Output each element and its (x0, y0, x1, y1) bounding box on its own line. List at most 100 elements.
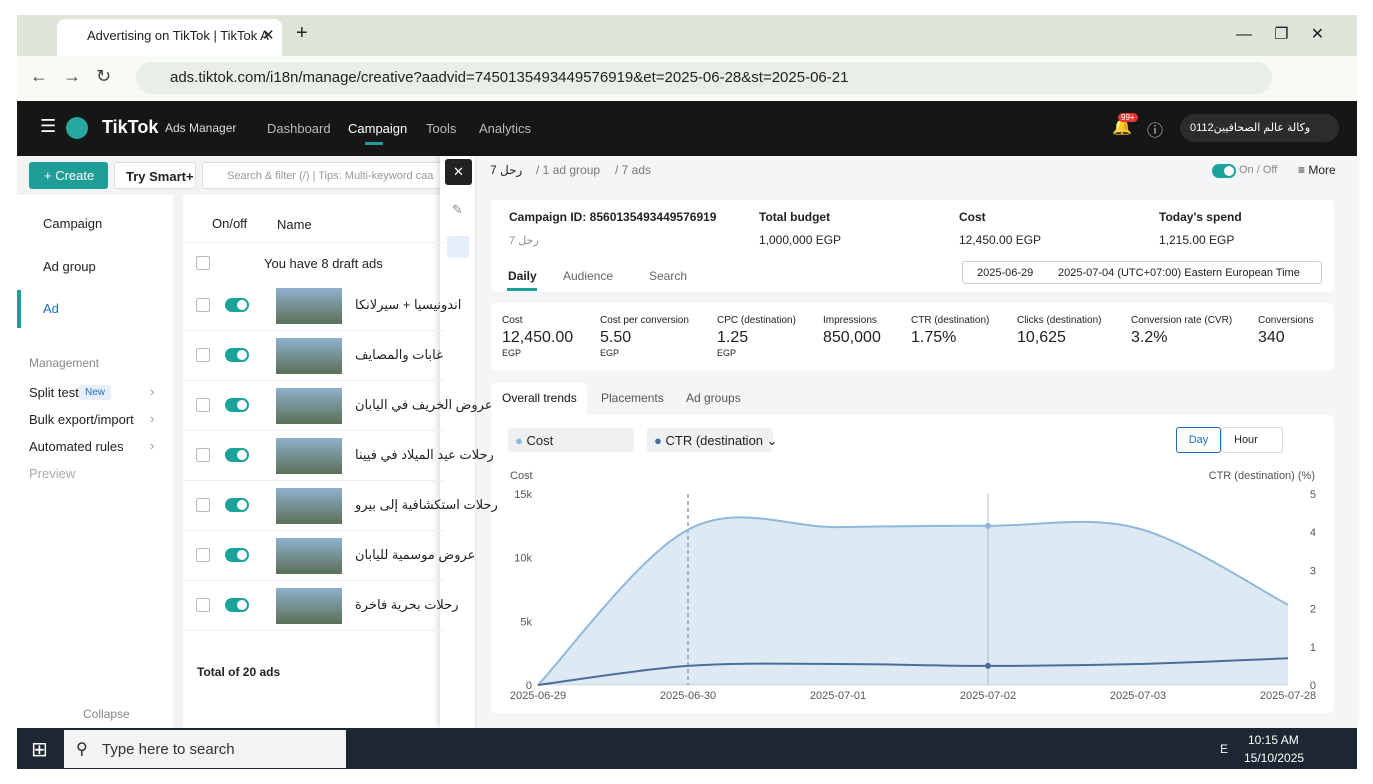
column: On/off (212, 216, 248, 231)
close-panel[interactable]: ✕ (445, 159, 472, 185)
tab[interactable]: Daily (508, 269, 537, 283)
date-picker[interactable] (962, 261, 1322, 284)
metric-unit: EGP (502, 348, 522, 358)
metric-label: Cost (502, 315, 523, 326)
level[interactable]: Campaign (43, 216, 103, 231)
y-tick-label: 10k (514, 553, 532, 565)
rail-icons[interactable]: ✎ (452, 202, 463, 217)
window-controls[interactable]: — ❐ ✕ (1236, 26, 1325, 43)
new-tab[interactable]: + (296, 22, 308, 44)
row-line (183, 480, 443, 481)
nav-buttons[interactable]: ← → ↻ (30, 66, 112, 86)
select-1: ● Cost (515, 433, 554, 448)
y-title: Cost (510, 470, 533, 482)
checkbox[interactable] (196, 256, 210, 270)
line (537, 516, 1289, 686)
y2-tick-label: 0 (1310, 680, 1316, 692)
switch[interactable] (225, 448, 249, 462)
switch[interactable] (225, 498, 249, 512)
hour-button[interactable]: Hour (1221, 427, 1283, 453)
row-line (183, 530, 443, 531)
summary-label: Total budget (759, 210, 831, 224)
switch[interactable] (225, 398, 249, 412)
create-button[interactable]: + Create (29, 162, 108, 189)
switch[interactable] (225, 598, 249, 612)
product: Ads Manager (165, 121, 237, 135)
level[interactable]: Ad (43, 301, 59, 316)
y2-tick-label: 5 (1310, 489, 1316, 501)
thumbnail (276, 488, 342, 524)
metric-label: CPC (destination) (717, 315, 796, 326)
help[interactable]: ⓘ (1147, 123, 1164, 140)
crumb[interactable]: 7 رحل (490, 163, 523, 177)
metric-label: Clicks (destination) (1017, 315, 1102, 326)
tool[interactable]: Split test (29, 385, 79, 400)
rail-active[interactable] (447, 236, 469, 258)
account-box[interactable] (1180, 114, 1339, 142)
app-header (17, 101, 1357, 156)
tag-new: New (79, 385, 112, 400)
checkbox[interactable] (196, 598, 210, 612)
start[interactable]: ⊞ (31, 739, 48, 761)
ad-name[interactable]: غابات والمصايف (355, 347, 443, 362)
switch[interactable] (225, 548, 249, 562)
level[interactable]: Ad group (43, 259, 96, 274)
ad-name[interactable]: اندونيسيا + سيرلانكا (355, 297, 462, 312)
ad-name[interactable]: رحلات عيد الميلاد في فيينا (355, 447, 494, 462)
crumb[interactable]: / 1 ad group (536, 163, 601, 177)
checkbox[interactable] (196, 298, 210, 312)
nav-item[interactable]: Tools (426, 121, 457, 136)
metric-select-1[interactable] (508, 428, 634, 452)
checkbox[interactable] (196, 498, 210, 512)
nav-item[interactable]: Campaign (348, 121, 408, 136)
bell[interactable]: 🔔 (1112, 119, 1132, 136)
thumbnail (276, 538, 342, 574)
row-line (183, 430, 443, 431)
checkbox[interactable] (196, 398, 210, 412)
tab[interactable]: Search (649, 269, 688, 283)
taskbar-search-text: Type here to search (102, 741, 235, 758)
search[interactable]: Search & filter (/) | Tips: Multi-keywor… (202, 162, 442, 189)
taskbar-search[interactable] (64, 730, 346, 768)
tool[interactable]: Bulk export/import (29, 412, 134, 427)
header-row (183, 203, 443, 243)
nav-item[interactable]: Analytics (479, 121, 532, 136)
switch[interactable] (225, 348, 249, 362)
nav-item[interactable]: Dashboard (267, 121, 331, 136)
sidebar (17, 195, 173, 728)
more[interactable]: ≡ More (1298, 163, 1336, 177)
ad-name[interactable]: عروض موسمية لليابان (355, 547, 476, 562)
row-line (183, 330, 443, 331)
trend-tab[interactable]: Ad groups (686, 391, 741, 405)
metric-value: 340 (1258, 329, 1285, 346)
tool[interactable]: Automated rules (29, 439, 124, 454)
checkbox[interactable] (196, 348, 210, 362)
management: Management (29, 356, 100, 370)
smart-button[interactable]: Try Smart+ (114, 162, 196, 189)
tab[interactable]: Audience (563, 269, 614, 283)
trend-tab[interactable]: Overall trends (502, 391, 577, 405)
date-end: 2025-07-04 (UTC+07:00) Eastern European … (1058, 267, 1300, 279)
ad-name[interactable]: رحلات استكشافية إلى بيرو (355, 497, 498, 512)
toggle[interactable] (1212, 164, 1236, 178)
crumb[interactable]: / 7 ads (615, 163, 652, 177)
address-bar[interactable] (136, 62, 1272, 94)
tab[interactable] (57, 19, 282, 56)
menu-icon[interactable]: ☰ (40, 116, 57, 136)
row-line (183, 580, 443, 581)
switch[interactable] (225, 298, 249, 312)
metric-select-2[interactable] (647, 428, 773, 452)
tab-close[interactable]: ✕ (262, 27, 275, 44)
y-tick-label: 15k (514, 489, 532, 501)
ad-name[interactable]: رحلات بحرية فاخرة (355, 597, 459, 612)
summary-value: 1,000,000 EGP (759, 233, 842, 247)
trend-tab[interactable]: Placements (601, 391, 664, 405)
campaign-id: Campaign ID: 8560135493449576919 (509, 210, 717, 224)
checkbox[interactable] (196, 448, 210, 462)
ad-name[interactable]: عروض الخريف في اليابان (355, 397, 493, 412)
checkbox[interactable] (196, 548, 210, 562)
y2-tick-label: 2 (1310, 604, 1316, 616)
metric-value: 10,625 (1017, 329, 1066, 346)
day-button[interactable]: Day (1176, 427, 1221, 453)
collapse[interactable]: Collapse (83, 707, 130, 721)
